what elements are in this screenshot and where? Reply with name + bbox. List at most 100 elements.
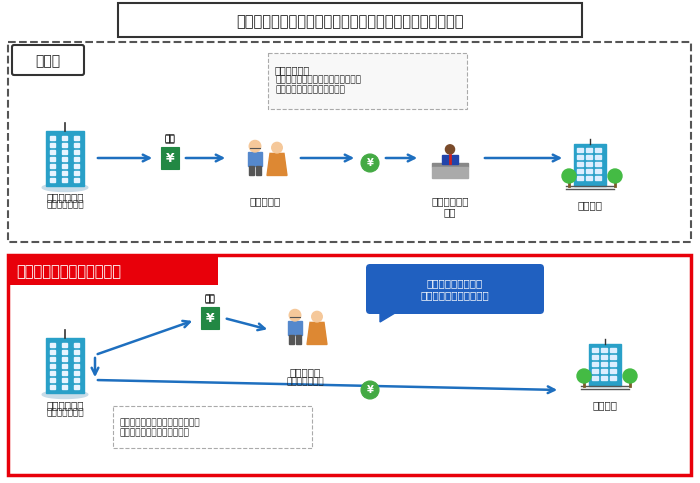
Bar xyxy=(62,164,67,168)
Bar xyxy=(601,362,607,366)
Bar xyxy=(50,356,55,360)
Bar xyxy=(50,350,55,354)
Bar xyxy=(601,348,607,352)
Text: ¥: ¥ xyxy=(206,312,214,325)
FancyBboxPatch shape xyxy=(10,257,218,285)
Bar xyxy=(74,356,79,360)
Bar xyxy=(50,136,55,140)
Bar xyxy=(442,155,458,164)
FancyBboxPatch shape xyxy=(118,3,582,37)
Bar xyxy=(62,142,67,146)
Bar xyxy=(50,364,55,368)
Text: 年金: 年金 xyxy=(164,135,176,144)
Bar xyxy=(201,307,219,329)
Text: 年金受給者: 年金受給者 xyxy=(289,367,321,377)
Bar xyxy=(74,150,79,154)
Text: （年金保険者）: （年金保険者） xyxy=(46,408,84,417)
Bar xyxy=(586,169,592,173)
FancyBboxPatch shape xyxy=(12,45,84,75)
Text: ¥: ¥ xyxy=(367,385,373,395)
Bar xyxy=(432,163,468,167)
Bar xyxy=(50,370,55,374)
Bar xyxy=(74,370,79,374)
Bar xyxy=(586,148,592,152)
Bar xyxy=(592,355,598,359)
Bar xyxy=(62,156,67,160)
Bar xyxy=(577,155,583,159)
Bar xyxy=(574,144,606,186)
Bar xyxy=(46,130,84,185)
Bar xyxy=(161,147,179,169)
Text: 現　状: 現 状 xyxy=(36,54,61,68)
Bar xyxy=(62,384,67,388)
Bar xyxy=(50,342,55,346)
Bar xyxy=(74,156,79,160)
Text: 年金: 年金 xyxy=(164,134,176,143)
Text: 役場・銀行等
窓口: 役場・銀行等 窓口 xyxy=(431,196,469,218)
Bar xyxy=(610,376,616,380)
Bar xyxy=(595,169,601,173)
Bar xyxy=(62,136,67,140)
Bar xyxy=(74,164,79,168)
Text: 公的年金からの特別徴収制度の導入による納税方法の変化: 公的年金からの特別徴収制度の導入による納税方法の変化 xyxy=(237,14,463,29)
Bar xyxy=(50,384,55,388)
Bar xyxy=(74,142,79,146)
Bar xyxy=(589,344,621,386)
Text: ¥: ¥ xyxy=(367,158,373,168)
Bar xyxy=(62,356,67,360)
Bar xyxy=(50,378,55,382)
Bar xyxy=(601,355,607,359)
Circle shape xyxy=(623,369,637,383)
Circle shape xyxy=(562,169,576,183)
Bar xyxy=(601,376,607,380)
Text: 社会保険庁等: 社会保険庁等 xyxy=(46,400,84,410)
Text: 市区町村: 市区町村 xyxy=(578,200,603,210)
Bar xyxy=(74,378,79,382)
Bar xyxy=(62,378,67,382)
Circle shape xyxy=(272,142,282,153)
Bar xyxy=(592,362,598,366)
Bar xyxy=(8,42,691,242)
Bar xyxy=(62,342,67,346)
FancyBboxPatch shape xyxy=(268,53,467,109)
Text: 年金受給者: 年金受給者 xyxy=(249,196,281,206)
Bar xyxy=(610,355,616,359)
Text: （年金保険者）: （年金保険者） xyxy=(46,200,84,209)
Bar xyxy=(586,176,592,180)
Circle shape xyxy=(312,312,322,322)
Bar xyxy=(74,177,79,182)
Bar xyxy=(50,170,55,174)
Circle shape xyxy=(289,310,301,321)
Text: 年金: 年金 xyxy=(204,295,216,304)
Bar xyxy=(62,170,67,174)
Bar xyxy=(577,148,583,152)
Bar xyxy=(592,369,598,373)
Bar xyxy=(601,369,607,373)
Bar xyxy=(592,376,598,380)
Bar xyxy=(74,170,79,174)
Bar xyxy=(610,369,616,373)
Polygon shape xyxy=(267,154,287,175)
Bar xyxy=(62,150,67,154)
Circle shape xyxy=(608,169,622,183)
Polygon shape xyxy=(380,310,400,322)
Bar xyxy=(46,338,84,393)
Bar xyxy=(577,169,583,173)
Text: 市区町村: 市区町村 xyxy=(592,400,617,410)
Bar xyxy=(249,166,254,175)
Bar xyxy=(595,176,601,180)
Bar xyxy=(74,364,79,368)
Circle shape xyxy=(577,369,591,383)
Ellipse shape xyxy=(42,390,88,398)
Bar xyxy=(62,350,67,354)
Text: 納税者側のメリット
納税に出向く必要がない: 納税者側のメリット 納税に出向く必要がない xyxy=(421,278,489,300)
Bar xyxy=(432,167,468,178)
Bar xyxy=(610,348,616,352)
Bar xyxy=(289,335,294,344)
Bar xyxy=(595,162,601,166)
Bar xyxy=(288,322,302,335)
Bar xyxy=(595,148,601,152)
Text: ¥: ¥ xyxy=(166,152,174,165)
Bar xyxy=(50,156,55,160)
Circle shape xyxy=(361,381,379,399)
